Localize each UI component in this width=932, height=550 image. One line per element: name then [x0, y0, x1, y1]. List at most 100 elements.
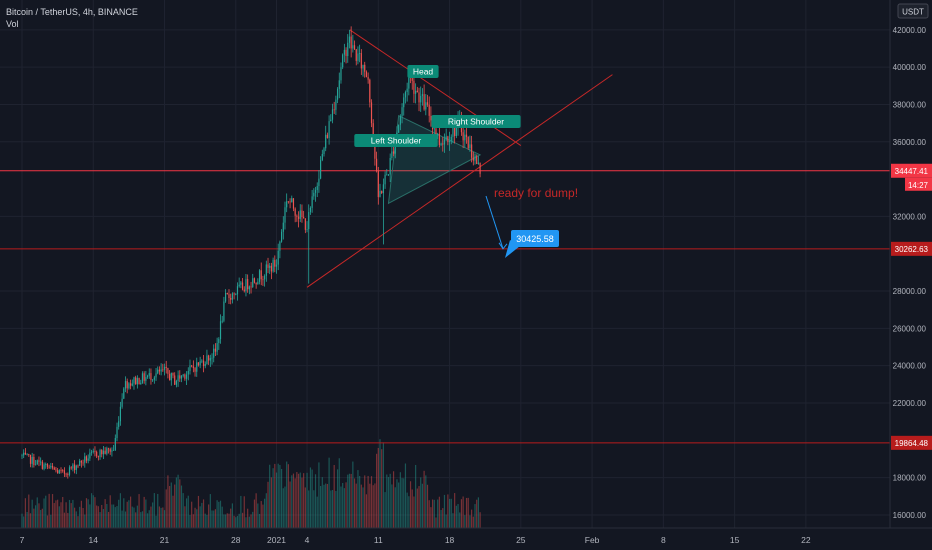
volume-bar — [304, 487, 306, 528]
candle-body — [185, 374, 188, 379]
volume-bar — [60, 502, 62, 528]
candle-body — [391, 151, 393, 159]
volume-bar — [126, 501, 128, 528]
candle-body — [241, 282, 244, 290]
candle-body — [270, 265, 273, 272]
candle-body — [311, 196, 313, 208]
symbol-title: Bitcoin / TetherUS, 4h, BINANCE — [6, 7, 138, 17]
grid — [0, 0, 890, 528]
time-tick-label: 4 — [305, 535, 310, 545]
volume-bar — [452, 513, 454, 528]
candle-body — [426, 102, 429, 105]
volume-bar — [170, 482, 172, 528]
candle-body — [119, 406, 122, 422]
volume-bar — [201, 502, 203, 528]
volume-bar — [438, 496, 440, 528]
volume-bar — [45, 495, 47, 528]
candle-body — [36, 460, 38, 465]
volume-bar — [34, 505, 37, 528]
volume-bar — [46, 515, 49, 528]
volume-bar — [33, 508, 35, 528]
volume-bar — [367, 475, 369, 528]
volume-bar — [113, 504, 115, 528]
time-tick-label: 28 — [231, 535, 241, 545]
volume-bar — [460, 499, 463, 528]
candle-body — [184, 374, 186, 379]
candle-body — [165, 366, 167, 368]
volume-bar — [331, 490, 334, 528]
volume-bar — [270, 477, 273, 528]
candle-body — [303, 217, 305, 219]
volume-bar — [406, 492, 408, 528]
volume-bar — [41, 508, 43, 528]
volume-bar — [85, 498, 88, 528]
volume-bar — [92, 495, 94, 528]
candle-body — [189, 365, 191, 371]
volume-bar — [53, 503, 55, 528]
time-tick-label: 8 — [661, 535, 666, 545]
candle-body — [338, 80, 340, 89]
volume-bar — [382, 442, 384, 528]
currency-badge[interactable]: USDT — [897, 3, 929, 19]
volume-bar — [330, 490, 332, 528]
volume-bar — [141, 511, 144, 528]
volume-bar — [36, 497, 38, 528]
candle-body — [157, 369, 159, 374]
volume-bar — [194, 507, 196, 528]
time-tick-label: 2021 — [267, 535, 286, 545]
candle-body — [23, 452, 25, 456]
ready-for-dump-text: ready for dump! — [494, 186, 578, 200]
candle-body — [51, 465, 54, 468]
volume-bar — [387, 477, 390, 528]
candle-body — [92, 450, 94, 452]
candle-body — [323, 148, 325, 154]
candle-body — [131, 383, 133, 386]
volume-bar — [340, 486, 342, 528]
volume-bar — [396, 479, 398, 528]
candle-body — [347, 42, 349, 56]
candle-body — [282, 222, 284, 232]
candle-body — [472, 157, 474, 161]
candle-body — [348, 36, 351, 43]
candle-body — [77, 465, 79, 467]
candle-body — [345, 49, 347, 56]
volume-bar — [208, 504, 210, 528]
volume-bar — [225, 514, 227, 528]
time-axis-panel[interactable] — [0, 528, 890, 550]
candle-body — [107, 448, 110, 450]
annotation-layer: Head Left Shoulder Right Shoulder ready for… — [354, 65, 578, 258]
volume-bar — [109, 495, 111, 528]
candle-body — [85, 456, 88, 461]
candle-body — [204, 363, 206, 367]
volume-bar — [379, 439, 381, 528]
volume-bar — [440, 509, 442, 528]
volume-bar — [114, 507, 116, 528]
candle-body — [162, 369, 164, 371]
volume-bar — [67, 512, 69, 528]
volume-bar — [218, 501, 220, 528]
volume-bar — [413, 496, 415, 528]
volume-bar — [230, 508, 232, 528]
lower-trendline — [306, 74, 613, 288]
candle-body — [420, 95, 422, 103]
candle-body — [211, 357, 213, 359]
candle-body — [411, 77, 413, 81]
time-tick-label: 22 — [801, 535, 811, 545]
candle-body — [269, 265, 271, 268]
candle-body — [109, 449, 111, 452]
candle-body — [357, 53, 359, 61]
candle-body — [243, 289, 245, 292]
time-tick-label: 11 — [374, 535, 383, 545]
volume-bar — [26, 512, 28, 528]
candle-body — [31, 457, 33, 464]
volume-bar — [58, 506, 60, 528]
volume-bar — [179, 479, 181, 528]
candle-body — [106, 448, 108, 454]
candle-body — [340, 67, 342, 81]
currency-badge-label: USDT — [902, 8, 924, 17]
candle-body — [250, 286, 252, 288]
candle-body — [123, 388, 125, 399]
volume-bar — [376, 453, 378, 528]
